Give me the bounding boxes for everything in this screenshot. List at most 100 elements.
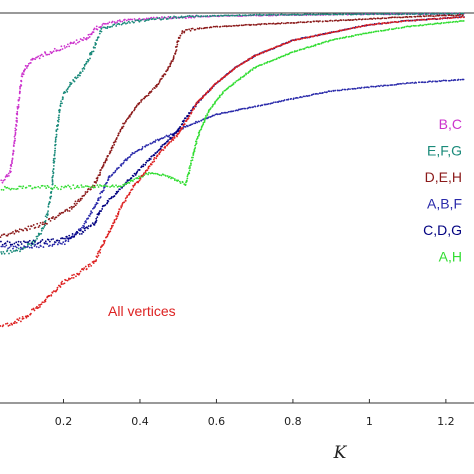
data-point bbox=[387, 12, 389, 15]
data-point bbox=[452, 12, 455, 15]
data-point bbox=[138, 148, 141, 151]
data-point bbox=[314, 43, 317, 46]
data-point bbox=[99, 184, 101, 186]
data-point bbox=[194, 28, 197, 31]
data-point bbox=[241, 14, 244, 17]
data-point bbox=[66, 43, 69, 46]
data-point bbox=[203, 94, 206, 96]
data-point bbox=[119, 185, 122, 188]
data-point bbox=[251, 14, 253, 17]
data-point bbox=[61, 280, 64, 283]
data-point bbox=[78, 186, 80, 189]
data-point bbox=[366, 13, 369, 16]
data-point bbox=[2, 250, 5, 253]
data-point bbox=[133, 172, 136, 175]
data-point bbox=[258, 13, 261, 16]
data-point bbox=[41, 301, 44, 304]
data-point bbox=[225, 14, 228, 17]
data-point bbox=[40, 53, 43, 56]
data-point bbox=[84, 265, 87, 268]
data-point bbox=[186, 28, 188, 31]
data-point bbox=[305, 13, 308, 16]
data-point bbox=[111, 25, 113, 28]
data-point bbox=[157, 82, 160, 85]
data-point bbox=[415, 81, 418, 84]
data-point bbox=[82, 268, 85, 271]
data-point bbox=[20, 320, 22, 323]
data-point bbox=[17, 230, 20, 233]
data-point bbox=[351, 34, 353, 37]
data-point bbox=[110, 196, 113, 198]
data-point bbox=[39, 187, 41, 189]
data-point bbox=[384, 22, 387, 25]
data-point bbox=[99, 251, 102, 254]
data-point bbox=[257, 23, 259, 26]
data-point bbox=[66, 209, 69, 212]
data-point bbox=[13, 322, 16, 325]
data-point bbox=[244, 23, 247, 26]
data-point bbox=[143, 172, 145, 175]
data-point bbox=[219, 94, 221, 97]
data-point bbox=[267, 102, 270, 105]
data-point bbox=[133, 108, 136, 111]
data-point bbox=[382, 29, 385, 32]
data-point bbox=[232, 82, 235, 85]
data-point bbox=[102, 26, 105, 29]
data-point bbox=[241, 62, 244, 65]
data-point bbox=[117, 132, 120, 135]
data-point bbox=[205, 116, 207, 119]
data-point bbox=[74, 204, 77, 207]
data-point bbox=[416, 12, 418, 15]
data-point bbox=[206, 26, 209, 29]
data-point bbox=[99, 173, 101, 176]
data-point bbox=[97, 36, 100, 39]
data-point bbox=[92, 46, 95, 49]
data-point bbox=[418, 13, 421, 16]
data-point bbox=[142, 163, 145, 166]
data-point bbox=[191, 123, 194, 125]
data-point bbox=[342, 19, 345, 21]
data-point bbox=[365, 32, 368, 35]
data-point bbox=[259, 23, 262, 26]
data-point bbox=[301, 37, 303, 40]
data-point bbox=[4, 322, 7, 325]
data-point bbox=[56, 243, 59, 246]
data-point bbox=[92, 50, 95, 53]
data-point bbox=[184, 117, 187, 120]
data-point bbox=[306, 36, 309, 39]
data-point bbox=[97, 174, 100, 177]
data-point bbox=[0, 325, 2, 327]
data-point bbox=[16, 112, 19, 115]
data-point bbox=[375, 30, 378, 33]
data-point bbox=[95, 259, 98, 261]
data-point bbox=[196, 100, 199, 103]
data-point bbox=[245, 23, 248, 26]
data-point bbox=[16, 119, 18, 122]
data-point bbox=[184, 125, 187, 128]
data-point bbox=[407, 19, 410, 22]
data-point bbox=[297, 21, 300, 24]
data-point bbox=[54, 138, 57, 141]
data-point bbox=[24, 241, 27, 244]
data-point bbox=[258, 53, 261, 56]
data-point bbox=[1, 243, 4, 246]
data-point bbox=[145, 161, 147, 164]
data-point bbox=[261, 63, 263, 66]
data-point bbox=[403, 12, 406, 15]
data-point bbox=[168, 175, 171, 178]
data-point bbox=[249, 14, 252, 16]
data-point bbox=[76, 184, 79, 187]
data-point bbox=[100, 27, 103, 30]
data-point bbox=[85, 37, 88, 39]
data-point bbox=[391, 16, 394, 19]
data-point bbox=[86, 185, 89, 188]
data-point bbox=[267, 22, 270, 25]
data-point bbox=[230, 25, 233, 28]
data-point bbox=[64, 237, 66, 240]
data-point bbox=[265, 103, 267, 106]
data-point bbox=[386, 28, 388, 31]
data-point bbox=[120, 164, 123, 167]
data-point bbox=[360, 13, 362, 16]
data-point bbox=[79, 38, 82, 40]
data-point bbox=[101, 208, 104, 210]
